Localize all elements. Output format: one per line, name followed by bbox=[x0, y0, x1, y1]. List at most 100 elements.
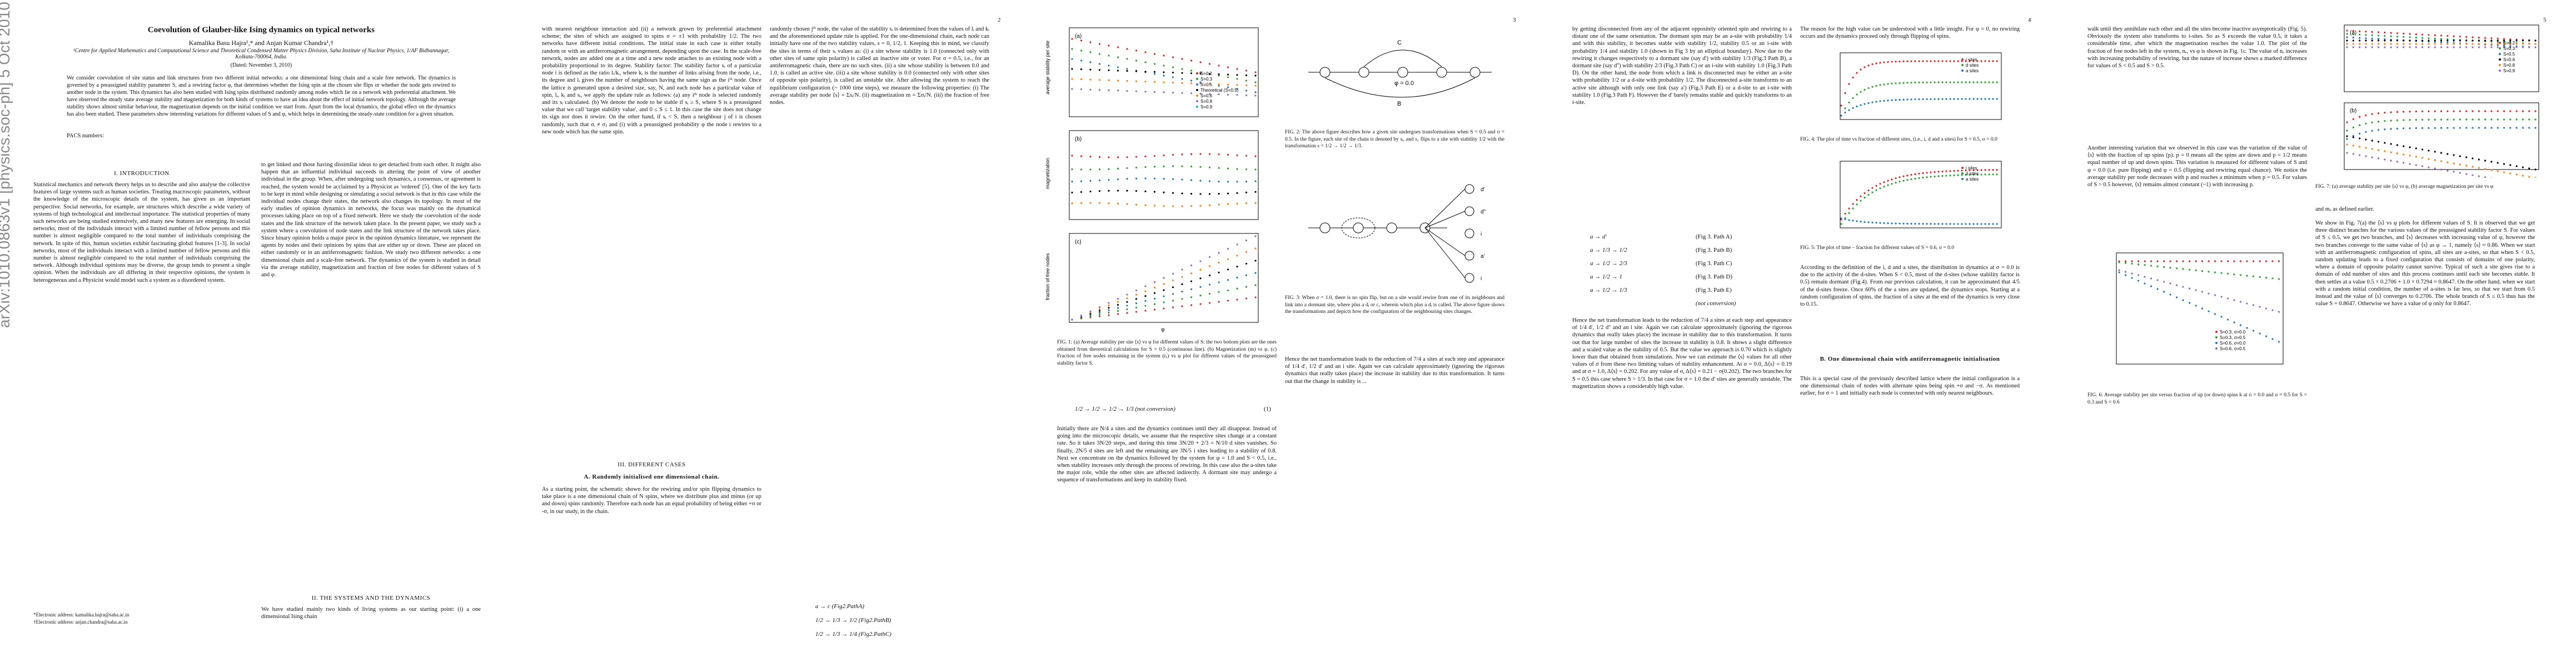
fig6-point bbox=[2156, 288, 2159, 290]
fig7a-point bbox=[2490, 37, 2493, 39]
fig4-point bbox=[1980, 60, 1982, 62]
fig1b-point bbox=[1218, 167, 1220, 169]
fig5-point bbox=[1926, 176, 1928, 178]
fig1a-point bbox=[1236, 84, 1238, 86]
fig7b-point bbox=[2359, 116, 2361, 118]
fig1c-point bbox=[1181, 305, 1183, 307]
fig6-point bbox=[2131, 277, 2133, 279]
fig1a-point bbox=[1153, 73, 1156, 75]
fig1b-point bbox=[1254, 168, 1257, 171]
fig7b-point bbox=[2447, 161, 2449, 163]
fig1a-point bbox=[1208, 83, 1211, 85]
fig1a-point bbox=[1144, 61, 1147, 63]
legend-marker-1 bbox=[2215, 336, 2218, 339]
fig1b-point bbox=[1163, 205, 1165, 207]
fig1c-point bbox=[1089, 316, 1092, 318]
fig4-point bbox=[1961, 81, 1963, 83]
fig7b-point bbox=[2371, 156, 2373, 158]
legend-label-2: S=0.6, σ=0.0 bbox=[2220, 341, 2246, 346]
legend-marker-6 bbox=[1196, 106, 1198, 108]
equation-path-c: 1/2 → 1/3 → 1/4 (Fig2.PathC) bbox=[815, 631, 891, 638]
fig1c-point bbox=[1126, 297, 1128, 300]
fig1b-point bbox=[1245, 202, 1248, 205]
fig7b-point bbox=[2365, 138, 2367, 141]
fig1b-point bbox=[1108, 178, 1110, 181]
fig5-point bbox=[1879, 187, 1881, 190]
page3-col2: Hence the net transformation leads to th… bbox=[1285, 356, 1504, 385]
fig1a-point bbox=[1098, 79, 1101, 81]
fig1a-point bbox=[1190, 69, 1193, 72]
fig4-point bbox=[1976, 60, 1979, 62]
fig1c-point bbox=[1153, 292, 1156, 294]
fig4-point bbox=[1980, 81, 1982, 83]
fig1b-point bbox=[1080, 180, 1083, 182]
fig1c-point bbox=[1181, 291, 1183, 293]
fig1a-point bbox=[1172, 66, 1174, 68]
fig1a-point bbox=[1117, 56, 1119, 58]
page-1: arXiv:1010.0863v1 [physics.soc-ph] 5 Oct… bbox=[0, 0, 514, 667]
fig4-point bbox=[1856, 93, 1858, 96]
fig7b-point bbox=[2509, 127, 2512, 129]
fig7b-point bbox=[2384, 112, 2386, 114]
svg-text:(a): (a) bbox=[2350, 30, 2356, 36]
legend-label-4: S=0.6 bbox=[1200, 93, 1213, 98]
fig1a-point bbox=[1172, 92, 1174, 94]
fig1a-point bbox=[1098, 69, 1101, 71]
fig7b-point bbox=[2490, 127, 2493, 129]
fig7a-point bbox=[2403, 46, 2405, 48]
fig7b-point bbox=[2515, 118, 2518, 121]
fig7b-point bbox=[2459, 172, 2461, 174]
fig1c-point bbox=[1245, 274, 1248, 276]
fig1a-point bbox=[1218, 83, 1220, 86]
fig7b-point bbox=[2434, 118, 2436, 121]
fig1b-point bbox=[1144, 204, 1147, 206]
fig7a-point bbox=[2384, 32, 2386, 34]
fig1c-point bbox=[1126, 305, 1128, 307]
fig1c-point bbox=[1098, 311, 1101, 314]
fig7a-point bbox=[2503, 39, 2505, 42]
fig7b-point bbox=[2415, 147, 2417, 150]
fig1b-point bbox=[1153, 191, 1156, 193]
fig1c-point bbox=[1236, 276, 1238, 278]
fig4-point bbox=[1879, 100, 1881, 102]
fig7a-point bbox=[2409, 36, 2411, 38]
fig7b-point bbox=[2534, 110, 2537, 112]
fig5-point bbox=[1891, 178, 1893, 181]
fig6-point bbox=[2233, 321, 2235, 323]
fig6-point bbox=[2239, 260, 2242, 262]
fig6-point bbox=[2156, 279, 2159, 281]
fig1a-point bbox=[1089, 61, 1092, 63]
fig7b-point bbox=[2465, 127, 2468, 129]
footnote-2: †Electronic address: anjan.chandra@saha.… bbox=[33, 619, 128, 625]
fig1a-point bbox=[1236, 88, 1238, 90]
fig7b-point bbox=[2421, 118, 2424, 121]
fig4-point bbox=[1871, 63, 1874, 66]
equation-path-a: a → c (Fig2.PathA) bbox=[815, 603, 864, 610]
fig1a-point bbox=[1108, 69, 1110, 71]
fig7b-point bbox=[2472, 157, 2474, 160]
fig5-point bbox=[1906, 222, 1909, 225]
fig1c-point bbox=[1117, 313, 1119, 315]
fig6-point bbox=[2252, 260, 2255, 262]
fig7b-point bbox=[2396, 152, 2398, 155]
legend-marker-1 bbox=[1196, 78, 1198, 80]
fig1c-point bbox=[1172, 280, 1174, 282]
fig7b-point bbox=[2390, 111, 2392, 113]
fig4-point bbox=[1984, 60, 1986, 62]
fig7b-point bbox=[2365, 155, 2367, 157]
fig1c-point bbox=[1163, 277, 1165, 279]
fig5-point bbox=[1864, 192, 1866, 195]
fig1c-point bbox=[1144, 285, 1147, 287]
fig7a-point bbox=[2440, 34, 2443, 37]
fig7a-point bbox=[2396, 43, 2398, 45]
fig1b-point bbox=[1135, 177, 1138, 180]
fig1b-point bbox=[1089, 202, 1092, 204]
fig1-chart: (a) average stability per site S=0.2S=0.… bbox=[1045, 27, 1259, 333]
svg-text:B: B bbox=[1397, 101, 1401, 107]
fig7a-point bbox=[2346, 39, 2348, 42]
fig1b-point bbox=[1181, 192, 1183, 195]
p4-not-conversion: (not conversion) bbox=[1696, 300, 1736, 307]
page5-col1b: Another interesting variation that we ob… bbox=[2087, 145, 2307, 188]
fig6-point bbox=[2182, 260, 2184, 262]
fig7b-point bbox=[2459, 155, 2461, 157]
